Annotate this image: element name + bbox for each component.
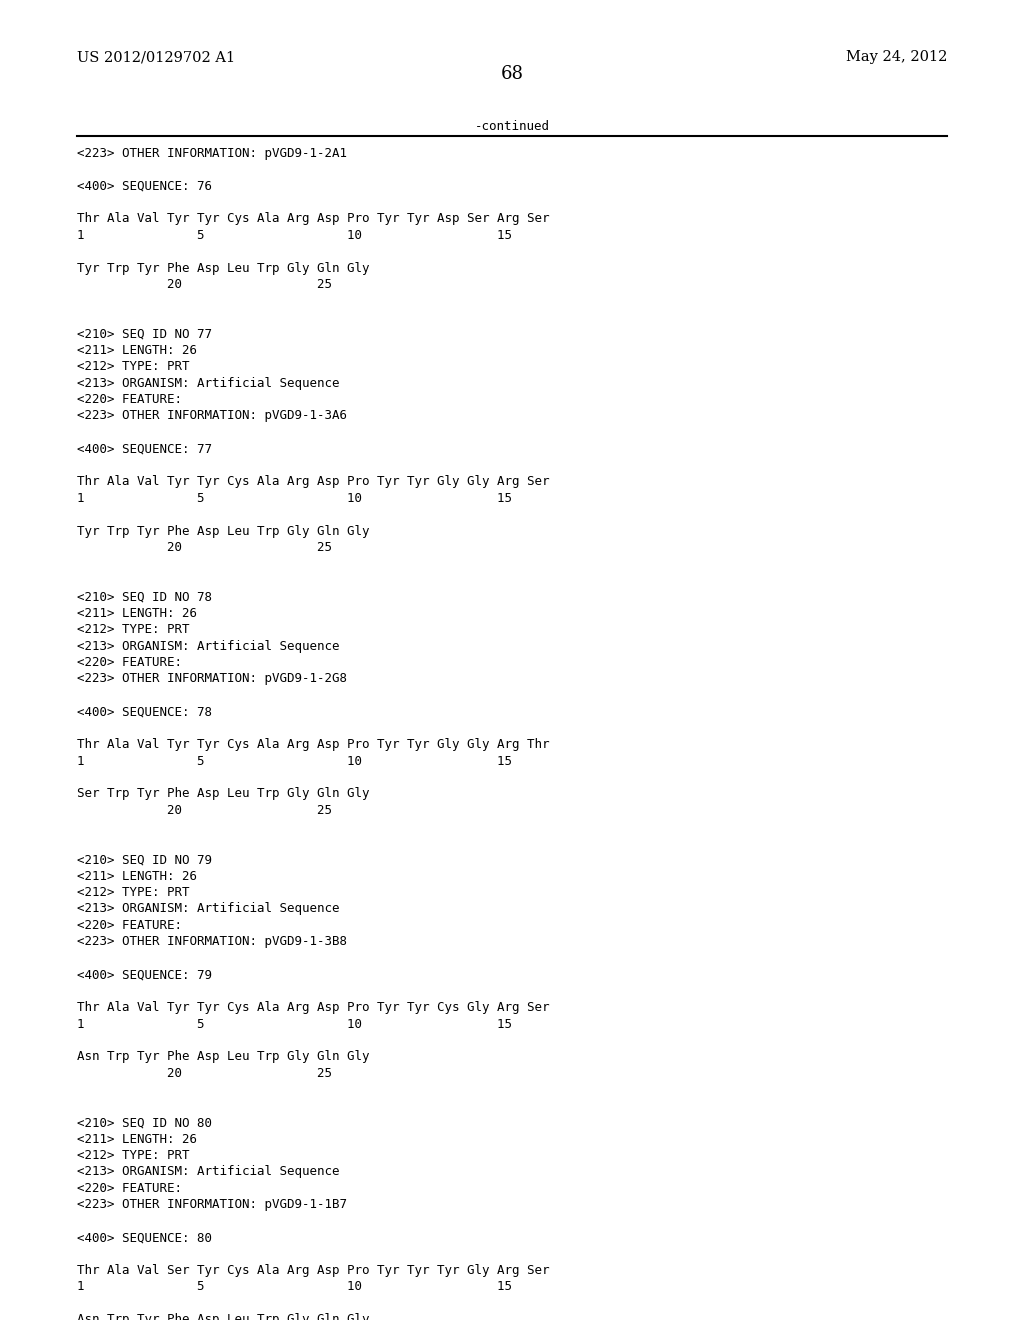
Text: 20                  25: 20 25 (77, 541, 332, 554)
Text: -continued: -continued (474, 120, 550, 133)
Text: <213> ORGANISM: Artificial Sequence: <213> ORGANISM: Artificial Sequence (77, 376, 339, 389)
Text: 20                  25: 20 25 (77, 804, 332, 817)
Text: <223> OTHER INFORMATION: pVGD9-1-3A6: <223> OTHER INFORMATION: pVGD9-1-3A6 (77, 409, 347, 422)
Text: <210> SEQ ID NO 80: <210> SEQ ID NO 80 (77, 1117, 212, 1129)
Text: Asn Trp Tyr Phe Asp Leu Trp Gly Gln Gly: Asn Trp Tyr Phe Asp Leu Trp Gly Gln Gly (77, 1051, 370, 1064)
Text: 20                  25: 20 25 (77, 1067, 332, 1080)
Text: <210> SEQ ID NO 77: <210> SEQ ID NO 77 (77, 327, 212, 341)
Text: Thr Ala Val Ser Tyr Cys Ala Arg Asp Pro Tyr Tyr Tyr Gly Arg Ser: Thr Ala Val Ser Tyr Cys Ala Arg Asp Pro … (77, 1265, 549, 1276)
Text: 68: 68 (501, 65, 523, 83)
Text: <213> ORGANISM: Artificial Sequence: <213> ORGANISM: Artificial Sequence (77, 1166, 339, 1179)
Text: Asn Trp Tyr Phe Asp Leu Trp Gly Gln Gly: Asn Trp Tyr Phe Asp Leu Trp Gly Gln Gly (77, 1313, 370, 1320)
Text: <213> ORGANISM: Artificial Sequence: <213> ORGANISM: Artificial Sequence (77, 903, 339, 916)
Text: <211> LENGTH: 26: <211> LENGTH: 26 (77, 343, 197, 356)
Text: <223> OTHER INFORMATION: pVGD9-1-2G8: <223> OTHER INFORMATION: pVGD9-1-2G8 (77, 672, 347, 685)
Text: <211> LENGTH: 26: <211> LENGTH: 26 (77, 607, 197, 619)
Text: <223> OTHER INFORMATION: pVGD9-1-1B7: <223> OTHER INFORMATION: pVGD9-1-1B7 (77, 1199, 347, 1212)
Text: <211> LENGTH: 26: <211> LENGTH: 26 (77, 870, 197, 883)
Text: <212> TYPE: PRT: <212> TYPE: PRT (77, 623, 189, 636)
Text: <220> FEATURE:: <220> FEATURE: (77, 1181, 182, 1195)
Text: Tyr Trp Tyr Phe Asp Leu Trp Gly Gln Gly: Tyr Trp Tyr Phe Asp Leu Trp Gly Gln Gly (77, 524, 370, 537)
Text: <212> TYPE: PRT: <212> TYPE: PRT (77, 360, 189, 374)
Text: <220> FEATURE:: <220> FEATURE: (77, 393, 182, 407)
Text: 1               5                   10                  15: 1 5 10 15 (77, 228, 512, 242)
Text: <400> SEQUENCE: 78: <400> SEQUENCE: 78 (77, 705, 212, 718)
Text: Thr Ala Val Tyr Tyr Cys Ala Arg Asp Pro Tyr Tyr Asp Ser Arg Ser: Thr Ala Val Tyr Tyr Cys Ala Arg Asp Pro … (77, 213, 549, 226)
Text: <213> ORGANISM: Artificial Sequence: <213> ORGANISM: Artificial Sequence (77, 639, 339, 652)
Text: <400> SEQUENCE: 79: <400> SEQUENCE: 79 (77, 968, 212, 981)
Text: <223> OTHER INFORMATION: pVGD9-1-3B8: <223> OTHER INFORMATION: pVGD9-1-3B8 (77, 936, 347, 948)
Text: Thr Ala Val Tyr Tyr Cys Ala Arg Asp Pro Tyr Tyr Cys Gly Arg Ser: Thr Ala Val Tyr Tyr Cys Ala Arg Asp Pro … (77, 1001, 549, 1014)
Text: Thr Ala Val Tyr Tyr Cys Ala Arg Asp Pro Tyr Tyr Gly Gly Arg Thr: Thr Ala Val Tyr Tyr Cys Ala Arg Asp Pro … (77, 738, 549, 751)
Text: Tyr Trp Tyr Phe Asp Leu Trp Gly Gln Gly: Tyr Trp Tyr Phe Asp Leu Trp Gly Gln Gly (77, 261, 370, 275)
Text: 1               5                   10                  15: 1 5 10 15 (77, 491, 512, 504)
Text: <400> SEQUENCE: 80: <400> SEQUENCE: 80 (77, 1232, 212, 1245)
Text: <212> TYPE: PRT: <212> TYPE: PRT (77, 1148, 189, 1162)
Text: <220> FEATURE:: <220> FEATURE: (77, 919, 182, 932)
Text: <210> SEQ ID NO 78: <210> SEQ ID NO 78 (77, 590, 212, 603)
Text: 1               5                   10                  15: 1 5 10 15 (77, 1280, 512, 1294)
Text: <400> SEQUENCE: 76: <400> SEQUENCE: 76 (77, 180, 212, 193)
Text: 1               5                   10                  15: 1 5 10 15 (77, 1018, 512, 1031)
Text: US 2012/0129702 A1: US 2012/0129702 A1 (77, 50, 234, 65)
Text: <220> FEATURE:: <220> FEATURE: (77, 656, 182, 669)
Text: <212> TYPE: PRT: <212> TYPE: PRT (77, 886, 189, 899)
Text: <223> OTHER INFORMATION: pVGD9-1-2A1: <223> OTHER INFORMATION: pVGD9-1-2A1 (77, 147, 347, 160)
Text: 20                  25: 20 25 (77, 279, 332, 290)
Text: <400> SEQUENCE: 77: <400> SEQUENCE: 77 (77, 442, 212, 455)
Text: <211> LENGTH: 26: <211> LENGTH: 26 (77, 1133, 197, 1146)
Text: Thr Ala Val Tyr Tyr Cys Ala Arg Asp Pro Tyr Tyr Gly Gly Arg Ser: Thr Ala Val Tyr Tyr Cys Ala Arg Asp Pro … (77, 475, 549, 488)
Text: Ser Trp Tyr Phe Asp Leu Trp Gly Gln Gly: Ser Trp Tyr Phe Asp Leu Trp Gly Gln Gly (77, 788, 370, 800)
Text: <210> SEQ ID NO 79: <210> SEQ ID NO 79 (77, 853, 212, 866)
Text: May 24, 2012: May 24, 2012 (846, 50, 947, 65)
Text: 1               5                   10                  15: 1 5 10 15 (77, 755, 512, 767)
